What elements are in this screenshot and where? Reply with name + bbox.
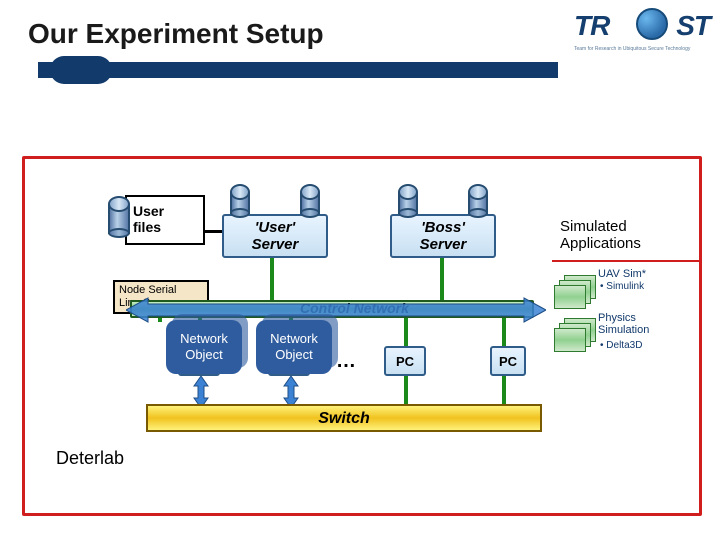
app-uav-sub: • Simulink — [600, 281, 644, 292]
drop-pc3 — [404, 318, 408, 346]
drop-pc4 — [502, 318, 506, 346]
boss-server-node: 'Boss' Server — [390, 214, 496, 258]
globe-icon — [636, 8, 668, 40]
page-title: Our Experiment Setup — [28, 18, 324, 50]
app-phys-label: Physics Simulation — [598, 312, 649, 336]
slide-root: { "title": "Our Experiment Setup", "logo… — [0, 0, 720, 540]
pc-node-3: PC — [384, 346, 426, 376]
logo-text-left: TR — [574, 10, 609, 42]
deterlab-label: Deterlab — [56, 448, 124, 469]
title-accent-bar — [38, 62, 558, 78]
app-phys-sub-text: Delta3D — [606, 340, 642, 351]
pc-node-4: PC — [490, 346, 526, 376]
app-uav-sub-text: Simulink — [606, 281, 644, 292]
boss-server-disk1-icon — [398, 184, 418, 218]
logo-text-right: ST — [676, 10, 710, 42]
logo-subtext: Team for Research in Ubiquitous Secure T… — [574, 46, 690, 52]
user-server-disk2-icon — [300, 184, 320, 218]
app-uav-label: UAV Sim* — [598, 268, 646, 280]
user-files-cylinder-icon — [108, 196, 130, 238]
user-files-box: User files — [125, 195, 205, 245]
pc-ellipsis: … — [336, 350, 356, 373]
user-files-label: User files — [133, 203, 164, 235]
drop-pc3-switch — [404, 376, 408, 406]
apps-separator — [552, 260, 700, 262]
user-server-node: 'User' Server — [222, 214, 328, 258]
trust-logo: TR ST Team for Research in Ubiquitous Se… — [574, 6, 712, 58]
boss-server-disk2-icon — [468, 184, 488, 218]
network-object-2: Network Object — [256, 320, 332, 374]
app-uav-stack-f — [554, 285, 586, 309]
simulated-apps-heading: Simulated Applications — [560, 218, 680, 252]
switch-bar: Switch — [146, 404, 542, 432]
app-phys-sub: • Delta3D — [600, 340, 642, 351]
app-phys-stack-f — [554, 328, 586, 352]
user-server-disk1-icon — [230, 184, 250, 218]
drop-pc4-switch — [502, 376, 506, 406]
connector-userfiles-userserver — [205, 230, 222, 233]
network-object-1: Network Object — [166, 320, 242, 374]
